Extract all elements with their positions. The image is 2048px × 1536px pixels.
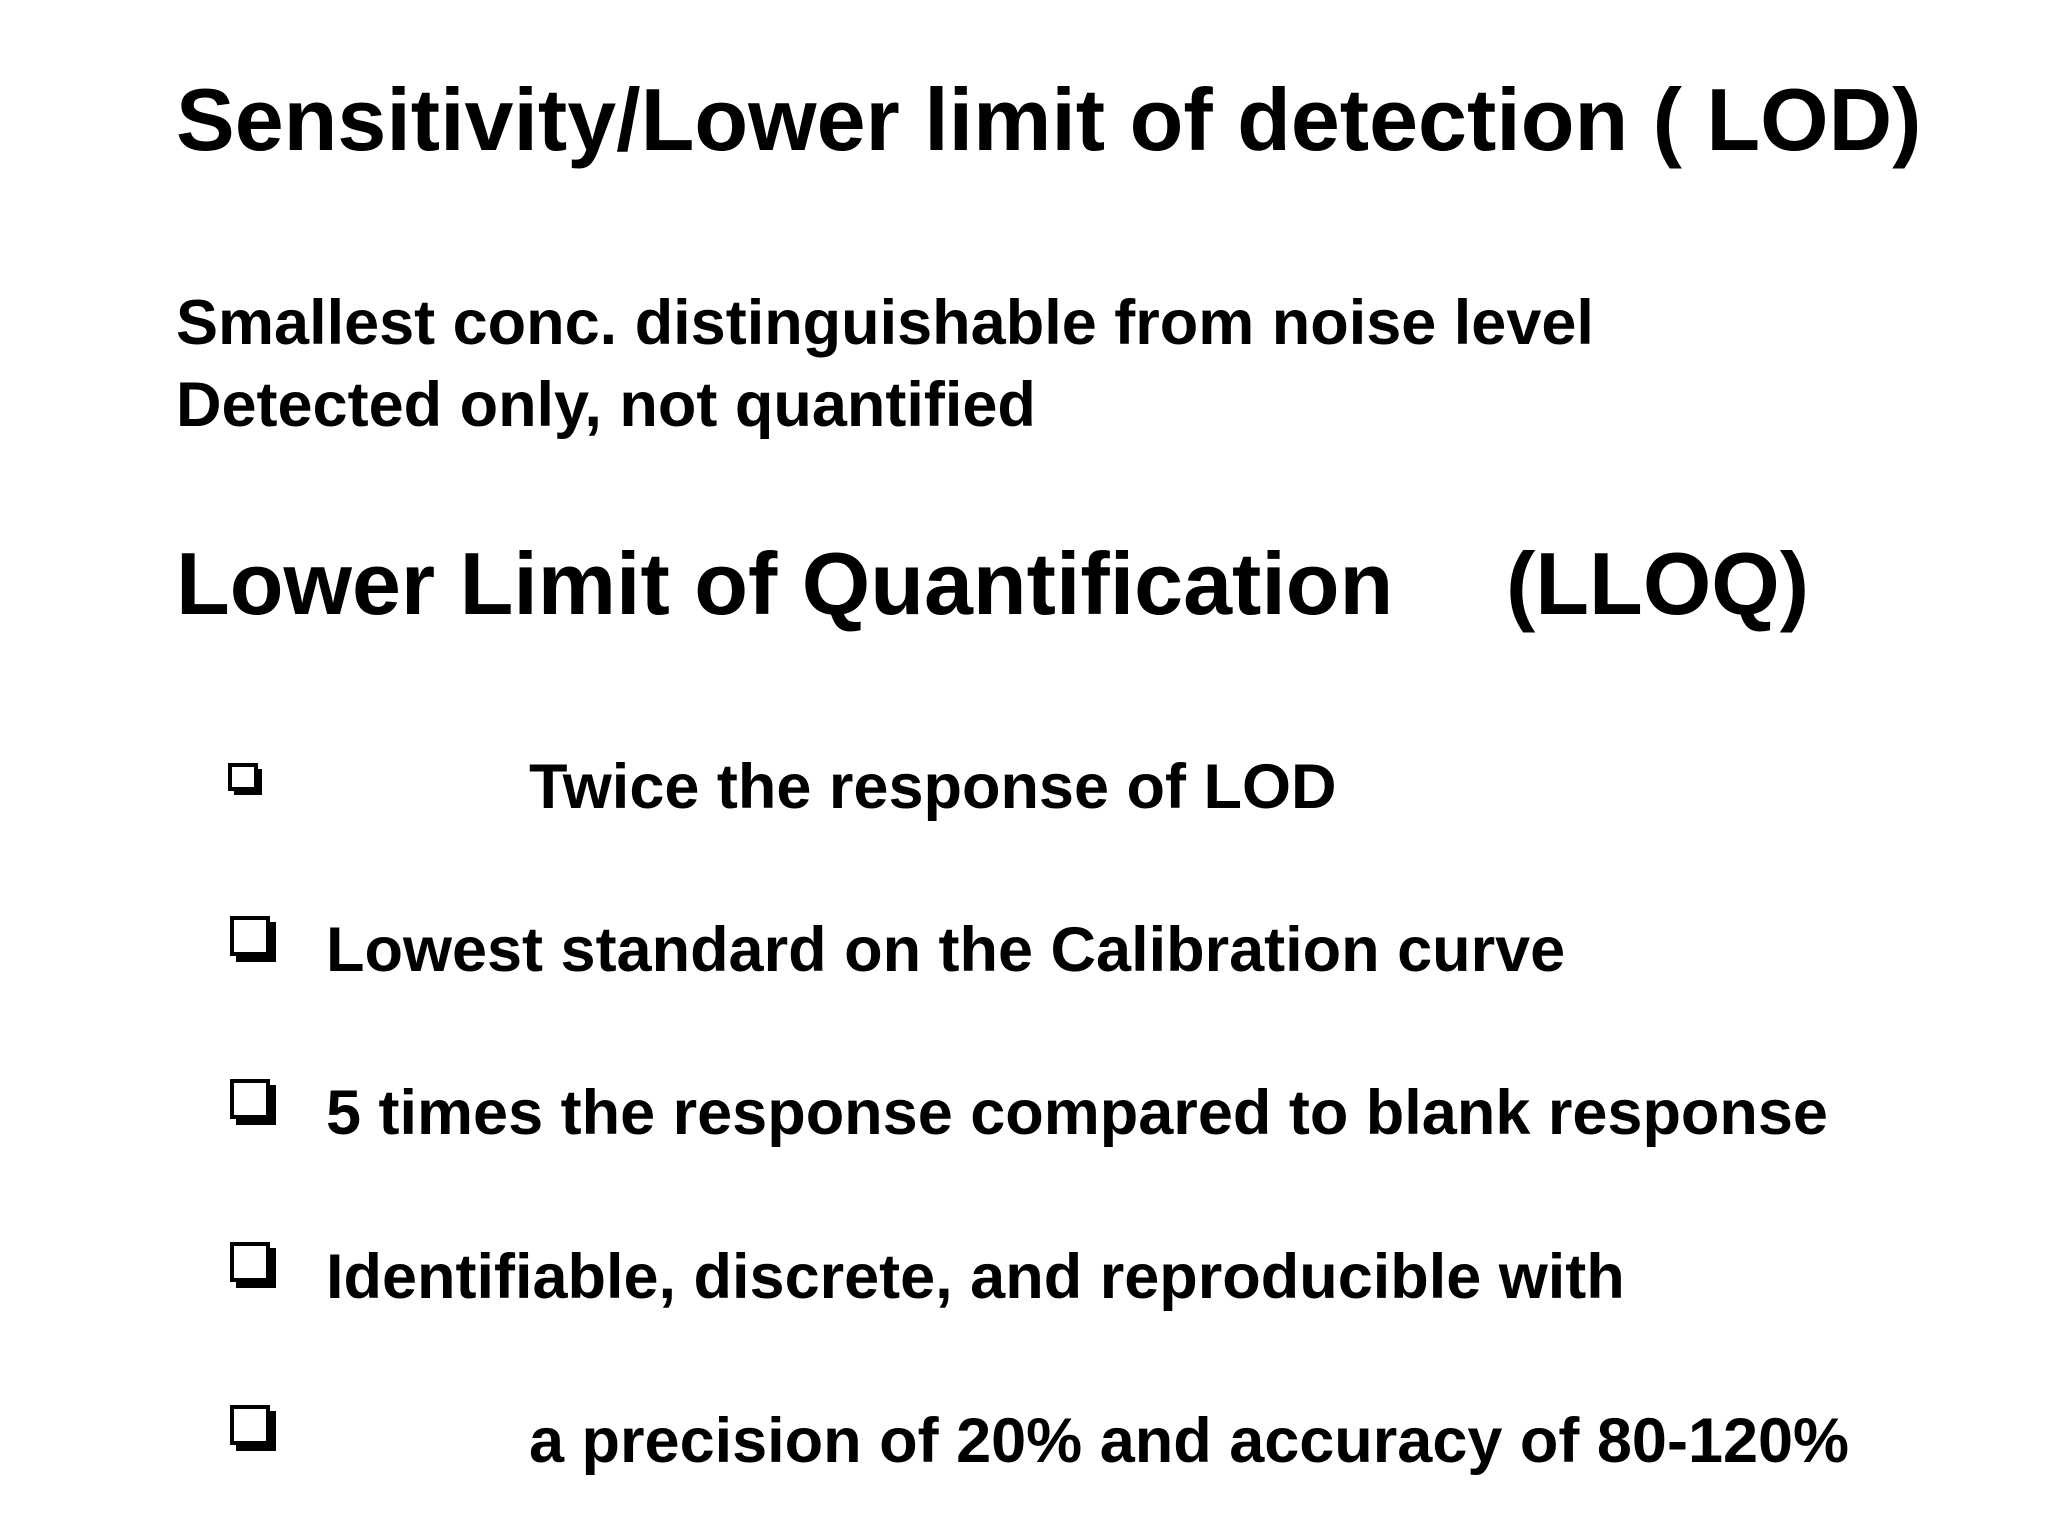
- bullet-text: Lowest standard on the Calibration curve: [326, 915, 1565, 985]
- definition-line: Smallest conc. distinguishable from nois…: [176, 288, 1594, 358]
- checkbox: [230, 1079, 276, 1125]
- section-heading: Lower Limit of Quantification: [176, 534, 1393, 633]
- checkbox: [230, 916, 276, 962]
- section-abbreviation: (LLOQ): [1506, 534, 1809, 633]
- bullet-text: 5 times the response compared to blank r…: [326, 1078, 1828, 1148]
- bullet-text: Twice the response of LOD: [529, 752, 1336, 822]
- bullet-text: Identifiable, discrete, and reproducible…: [326, 1242, 1625, 1312]
- slide-title: Sensitivity/Lower limit of detection ( L…: [176, 70, 1921, 169]
- checkbox: [230, 1405, 276, 1451]
- checkbox: [230, 1242, 276, 1288]
- bullet-text: a precision of 20% and accuracy of 80-12…: [529, 1406, 1849, 1476]
- definition-line: Detected only, not quantified: [176, 370, 1036, 440]
- checkbox: [228, 763, 262, 795]
